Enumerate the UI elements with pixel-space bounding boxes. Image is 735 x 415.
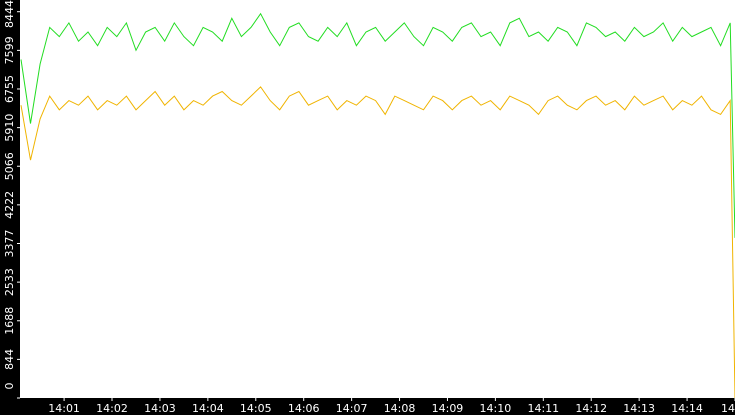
x-tick-label: 14:13 <box>623 402 655 415</box>
y-tick-label: 8444 <box>3 0 16 28</box>
x-tick-label: 14 <box>721 402 735 415</box>
x-tick-label: 14:05 <box>240 402 272 415</box>
x-tick-label: 14:04 <box>192 402 224 415</box>
x-tick-label: 14:01 <box>48 402 80 415</box>
x-tick-label: 14:02 <box>96 402 128 415</box>
x-tick-label: 14:10 <box>480 402 512 415</box>
x-tick-label: 14:09 <box>432 402 464 415</box>
y-tick-label: 7599 <box>3 36 16 64</box>
y-tick-label: 1688 <box>3 307 16 335</box>
y-tick-label: 6755 <box>3 75 16 103</box>
x-tick-label: 14:11 <box>527 402 559 415</box>
x-tick-label: 14:06 <box>288 402 320 415</box>
y-tick-label: 2533 <box>3 268 16 296</box>
x-tick-label: 14:03 <box>144 402 176 415</box>
y-tick-label: 4222 <box>3 191 16 219</box>
x-tick-label: 14:08 <box>384 402 416 415</box>
x-tick-label: 14:12 <box>575 402 607 415</box>
y-tick-label: 844 <box>3 349 16 370</box>
x-tick-label: 14:07 <box>336 402 368 415</box>
y-tick-label: 5910 <box>3 114 16 142</box>
y-tick-label: 0 <box>3 383 16 390</box>
series-line <box>20 86 735 399</box>
plot-area <box>20 0 735 398</box>
y-tick-label: 5066 <box>3 152 16 180</box>
y-tick-label: 3377 <box>3 230 16 258</box>
series-line <box>20 12 735 238</box>
x-tick-label: 14:14 <box>671 402 703 415</box>
